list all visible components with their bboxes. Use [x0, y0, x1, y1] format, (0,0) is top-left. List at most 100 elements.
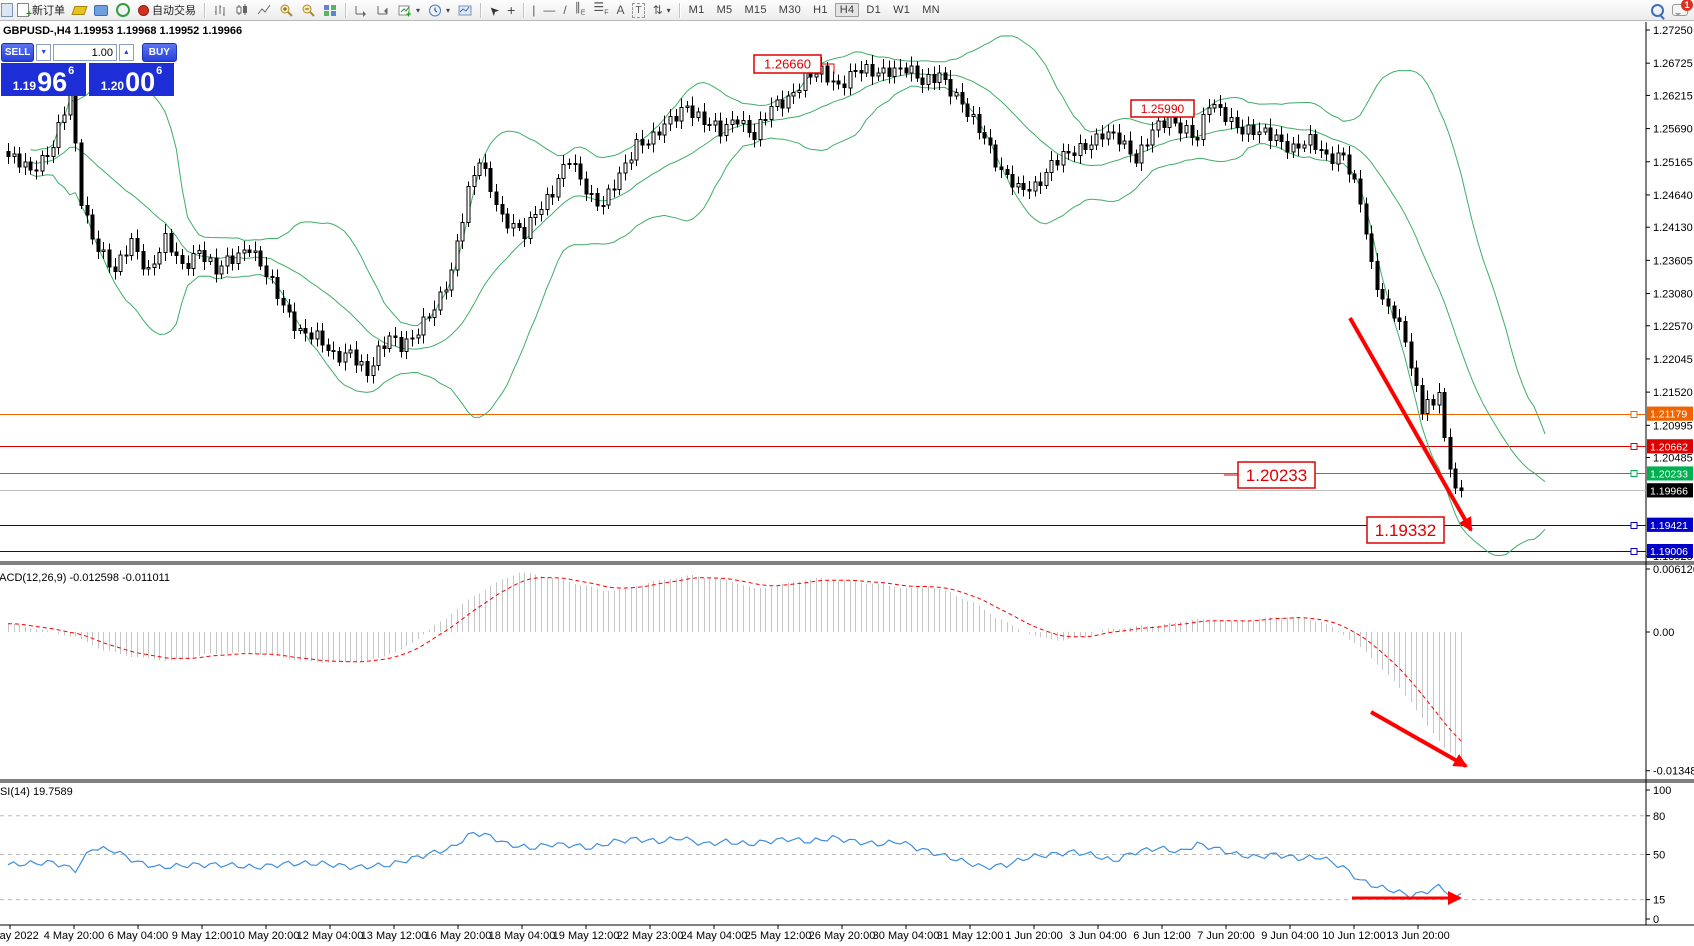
- toolbar: 新订单 自动交易 + ▾ ▾: [0, 0, 1694, 21]
- price-annotation[interactable]: 1.20233: [1237, 461, 1316, 489]
- svg-text:1.20485: 1.20485: [1653, 453, 1693, 465]
- svg-text:6 May 04:00: 6 May 04:00: [108, 930, 169, 942]
- svg-text:100: 100: [1653, 785, 1671, 797]
- svg-text:1.23605: 1.23605: [1653, 255, 1693, 267]
- svg-text:3 May 2022: 3 May 2022: [0, 930, 39, 942]
- timeframe-h4[interactable]: H4: [834, 3, 860, 17]
- templates-button[interactable]: [454, 0, 476, 20]
- styler-button[interactable]: [69, 0, 90, 20]
- line-chart-button[interactable]: [253, 0, 275, 20]
- tile-windows-button[interactable]: [319, 0, 341, 20]
- search-icon[interactable]: [1651, 3, 1664, 17]
- ask-pip-digit: 6: [156, 65, 163, 77]
- auto-trading-icon: [138, 4, 149, 16]
- svg-text:1.20995: 1.20995: [1653, 420, 1693, 432]
- svg-text:1.22045: 1.22045: [1653, 354, 1693, 366]
- signals-button[interactable]: [112, 0, 134, 20]
- svg-text:1.20233: 1.20233: [1246, 466, 1307, 485]
- fibonacci-icon: ☰F: [593, 0, 609, 17]
- ask-small-digits: 1.20: [100, 79, 125, 93]
- chart-window-icon: [1, 3, 13, 17]
- sell-button[interactable]: SELL: [1, 43, 35, 62]
- crosshair-tool-button[interactable]: +: [503, 0, 519, 20]
- text-label-icon: T: [632, 2, 645, 18]
- auto-scroll-icon: [355, 5, 366, 17]
- zoom-out-button[interactable]: [297, 0, 319, 20]
- periods-button[interactable]: ▾: [424, 0, 454, 20]
- timeframe-m5[interactable]: M5: [716, 4, 733, 16]
- svg-text:18 May 04:00: 18 May 04:00: [489, 930, 556, 942]
- candlestick-chart-icon: [236, 3, 247, 15]
- horizontal-line-tool[interactable]: —: [539, 0, 559, 20]
- chat-icon[interactable]: 1: [1672, 0, 1693, 16]
- volume-increase-button[interactable]: ▲: [119, 44, 134, 61]
- publish-chart-button[interactable]: [90, 0, 112, 20]
- candlestick-chart-button[interactable]: [231, 0, 253, 20]
- timeframe-m30[interactable]: M30: [778, 4, 802, 16]
- timeframe-mn[interactable]: MN: [922, 4, 940, 16]
- indicators-button[interactable]: + ▾: [394, 0, 424, 20]
- signal-icon: [116, 3, 130, 17]
- new-order-label: 新订单: [32, 5, 65, 17]
- svg-text:1.19006: 1.19006: [1650, 546, 1688, 558]
- channel-tool[interactable]: ∥E: [571, 0, 590, 20]
- vertical-line-icon: |: [532, 2, 536, 17]
- svg-text:7 Jun 20:00: 7 Jun 20:00: [1197, 930, 1255, 942]
- timeframe-m1[interactable]: M1: [688, 4, 705, 16]
- notification-badge: 1: [1681, 0, 1693, 11]
- bar-chart-button[interactable]: [209, 0, 231, 20]
- zoom-in-button[interactable]: [275, 0, 297, 20]
- zoom-out-icon: [302, 4, 315, 17]
- price-annotation[interactable]: 1.19332: [1366, 516, 1445, 544]
- fibonacci-tool[interactable]: ☰F: [589, 0, 612, 20]
- trendline-tool[interactable]: /: [559, 0, 570, 20]
- svg-text:30 May 04:00: 30 May 04:00: [873, 930, 940, 942]
- svg-text:1.21179: 1.21179: [1650, 409, 1687, 421]
- svg-text:1.25990: 1.25990: [1141, 102, 1185, 116]
- bid-price-panel[interactable]: 1.19 96 6: [1, 63, 86, 96]
- timeframe-d1[interactable]: D1: [866, 4, 882, 16]
- volume-decrease-button[interactable]: ▼: [36, 44, 52, 61]
- volume-input[interactable]: [53, 44, 118, 61]
- text-tool[interactable]: A: [612, 0, 628, 20]
- price-annotation[interactable]: 1.26660: [753, 54, 822, 74]
- svg-text:1.22570: 1.22570: [1653, 321, 1693, 333]
- line-chart-icon: [257, 4, 271, 14]
- auto-trading-button[interactable]: 自动交易: [134, 0, 200, 20]
- timeframe-h1[interactable]: H1: [813, 4, 828, 16]
- svg-text:1.19966: 1.19966: [1650, 485, 1688, 497]
- price-annotation[interactable]: 1.25990: [1130, 99, 1195, 118]
- svg-text:1.24130: 1.24130: [1653, 222, 1693, 234]
- svg-text:19 May 12:00: 19 May 12:00: [553, 930, 620, 942]
- svg-text:31 May 12:00: 31 May 12:00: [937, 930, 1004, 942]
- chart-shift-button[interactable]: [372, 0, 394, 20]
- svg-text:1.25165: 1.25165: [1653, 157, 1693, 169]
- clock-icon: [429, 4, 442, 16]
- auto-scroll-button[interactable]: [350, 0, 372, 20]
- ask-price-panel[interactable]: 1.20 00 6: [89, 63, 174, 96]
- symbol-ohlc-line: GBPUSD-,H4 1.19953 1.19968 1.19952 1.199…: [3, 25, 243, 37]
- toolbar-right: 1: [1651, 0, 1694, 17]
- templates-icon: [458, 5, 472, 15]
- svg-text:1.26725: 1.26725: [1653, 58, 1693, 70]
- ask-big-digits: 00: [125, 67, 156, 97]
- svg-text:1.19421: 1.19421: [1650, 520, 1688, 532]
- dropdown-caret: ▾: [666, 5, 671, 15]
- chart-cloud-icon: [94, 4, 108, 16]
- svg-text:RSI(14) 19.7589: RSI(14) 19.7589: [0, 786, 73, 798]
- timeframe-w1[interactable]: W1: [893, 4, 911, 16]
- svg-text:0.006126: 0.006126: [1653, 564, 1694, 576]
- timeframe-m15[interactable]: M15: [744, 4, 767, 16]
- dropdown-caret: ▾: [446, 5, 451, 15]
- vertical-line-tool[interactable]: |: [528, 0, 539, 20]
- crosshair-icon: +: [507, 1, 516, 18]
- svg-text:0: 0: [1653, 914, 1659, 926]
- svg-text:MACD(12,26,9) -0.012598 -0.011: MACD(12,26,9) -0.012598 -0.011011: [0, 572, 170, 584]
- buy-button[interactable]: BUY: [141, 43, 177, 62]
- arrows-tool[interactable]: ⇅ ▾: [649, 0, 675, 20]
- svg-text:1.23080: 1.23080: [1653, 289, 1693, 301]
- text-label-tool[interactable]: T: [628, 0, 648, 20]
- chart-canvas[interactable]: 1.27250 1.26725 1.26215 1.25690 1.25165 1.246…: [0, 21, 1694, 946]
- cursor-tool-button[interactable]: ➤: [485, 0, 503, 20]
- new-order-button[interactable]: 新订单: [13, 0, 69, 20]
